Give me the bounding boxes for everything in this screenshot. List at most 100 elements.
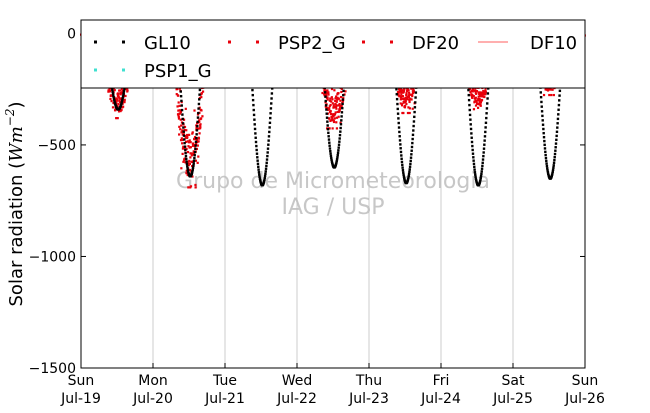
gl10-point [263, 176, 266, 180]
df20-point [338, 107, 342, 110]
df20-point [476, 99, 479, 102]
gl10-point [183, 138, 186, 141]
gl10-point [339, 126, 342, 130]
df20-point [177, 114, 180, 117]
gl10-point [480, 172, 483, 176]
gl10-point [467, 88, 470, 92]
gl10-point [395, 93, 398, 96]
gl10-point [552, 161, 556, 164]
gl10-point [113, 99, 116, 102]
gl10-point [325, 108, 328, 111]
gl10-point [484, 126, 487, 129]
gl10-point [196, 120, 199, 124]
df20-point [328, 127, 331, 130]
gl10-point [545, 159, 548, 163]
df20-point [321, 91, 324, 95]
df20-point [326, 98, 329, 101]
gl10-point [120, 99, 124, 103]
gl10-point [486, 102, 489, 105]
gl10-point [481, 161, 484, 165]
gl10-point [197, 111, 200, 115]
df20-point [194, 142, 198, 145]
gl10-point [265, 158, 269, 161]
gl10-point [555, 138, 558, 142]
df20-point [324, 105, 327, 108]
df20-point [329, 103, 332, 107]
gl10-point [255, 148, 258, 152]
gl10-point [270, 92, 274, 95]
gl10-point [112, 95, 115, 99]
legend-item-df10: DF10 [478, 33, 577, 54]
y-axis-label-exponent: −2 [3, 109, 17, 127]
df20-point [326, 96, 329, 99]
gl10-point [256, 162, 260, 166]
y-axis-label-main: Solar radiation ( [6, 162, 27, 307]
df20-point [471, 93, 474, 97]
x-tick-day-label: Sun [68, 373, 95, 389]
df20-point [111, 106, 115, 109]
gl10-point [191, 168, 194, 171]
df20-point [179, 128, 182, 131]
gl10-point [329, 152, 332, 155]
gl10-point [397, 117, 400, 120]
gl10-point [479, 174, 483, 178]
df20-point [545, 88, 548, 91]
legend-label-gl10: GL10 [144, 33, 191, 54]
gl10-point [554, 149, 557, 152]
gl10-point [181, 113, 184, 116]
gl10-point [179, 90, 182, 93]
gl10-point [486, 92, 490, 95]
df20-point [198, 96, 201, 100]
gl10-point [551, 172, 554, 175]
gl10-point [541, 123, 545, 126]
df20-point [181, 138, 184, 142]
gl10-point [486, 97, 489, 100]
df20-point [410, 87, 413, 90]
df20-point [196, 113, 200, 116]
df20-point [122, 105, 125, 108]
gl10-point [111, 88, 114, 92]
gl10-point [553, 158, 556, 162]
gl10-point [253, 123, 256, 126]
df20-point [116, 105, 119, 108]
x-tick-date-label: Jul-23 [348, 391, 389, 407]
gl10-point [120, 101, 123, 104]
gl10-point [550, 174, 553, 178]
df20-point [201, 90, 205, 93]
df20-point [407, 95, 411, 98]
df20-point [190, 154, 193, 157]
gl10-point [470, 132, 473, 135]
legend-box [80, 19, 586, 89]
gl10-point [338, 140, 341, 143]
df20-point [115, 101, 118, 104]
df20-point [193, 109, 196, 112]
gl10-point [325, 112, 328, 115]
gl10-point [485, 107, 489, 110]
gl10-point [479, 176, 482, 180]
gl10-point [482, 154, 485, 158]
gl10-point [197, 102, 201, 106]
gl10-point [266, 147, 270, 150]
gl10-point [339, 123, 343, 126]
gl10-point [483, 135, 487, 138]
df20-point [340, 90, 343, 94]
df20-point [484, 91, 487, 94]
gl10-point [541, 119, 544, 122]
df20-point [182, 160, 185, 163]
gl10-point [262, 180, 266, 183]
gl10-point [410, 153, 413, 156]
df20-point [199, 123, 202, 126]
gl10-point [192, 164, 195, 167]
gl10-point [265, 164, 268, 168]
df20-point [338, 106, 342, 109]
gl10-point [475, 179, 478, 182]
y-axis-label: Solar radiation (Wm−2) [3, 101, 27, 306]
gl10-point [395, 97, 399, 101]
df20-point [197, 137, 201, 140]
df20-point [411, 94, 414, 98]
df20-point [120, 108, 123, 111]
df20-point [478, 97, 481, 101]
df20-point [482, 92, 485, 96]
gl10-point [120, 102, 123, 105]
df20-point [123, 100, 126, 103]
